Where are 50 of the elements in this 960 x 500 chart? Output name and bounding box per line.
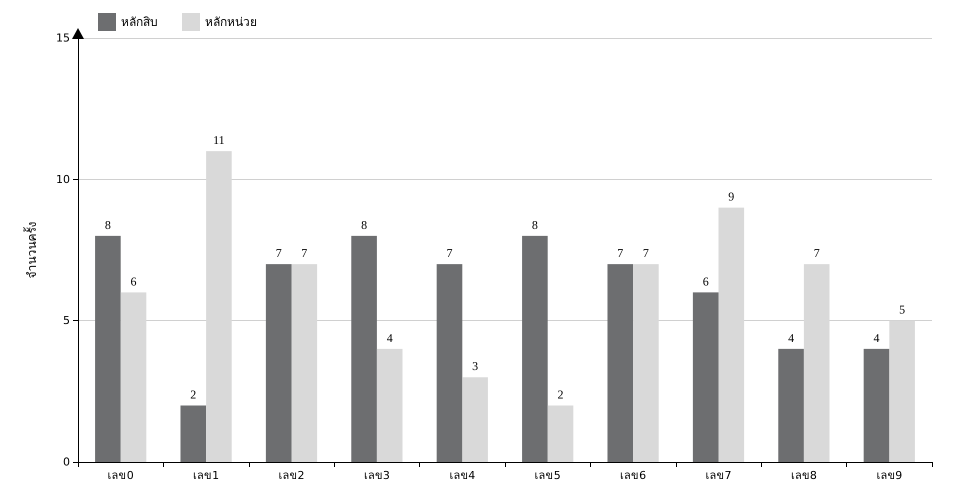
bar [95,236,121,462]
legend-label: หลักหน่วย [205,15,257,29]
bar [522,236,548,462]
data-label: 9 [728,190,734,204]
data-label: 11 [213,133,225,148]
data-label: 4 [788,330,794,345]
x-tick-label: เลข7 [706,469,732,482]
bar [692,292,718,462]
bar [266,264,292,462]
data-label: 7 [446,246,452,260]
y-tick-label: 5 [63,314,70,328]
data-label: 8 [104,218,111,232]
y-tick-label: 15 [56,32,70,44]
data-label: 2 [190,387,196,402]
x-tick-label: เลข3 [364,469,390,482]
data-label: 7 [814,246,820,260]
bar [376,348,403,462]
x-tick-label: เลข6 [620,469,646,482]
x-tick-label: เลข0 [108,469,134,482]
legend-label: หลักสิบ [121,15,158,29]
data-label: 7 [617,246,624,260]
y-tick-label: 10 [56,172,70,186]
data-label: 6 [702,274,709,288]
x-tick-label: เลข8 [790,469,817,482]
x-tick-label: เลข1 [193,469,220,482]
data-label: 7 [276,246,282,260]
bar [462,377,488,462]
data-label: 2 [558,387,564,402]
data-label: 7 [642,246,649,260]
data-label: 8 [361,218,368,232]
data-label: 7 [301,246,308,260]
y-tick-label: 0 [63,456,70,468]
x-tick-label: เลข5 [534,469,561,482]
y-axis-title: จำนวนครั้ง [23,222,39,278]
x-tick-label: เลข2 [278,469,304,482]
bar [351,236,377,462]
data-label: 4 [386,330,393,345]
bar [607,264,634,462]
bar [180,405,206,462]
x-tick-label: เลข9 [876,469,902,482]
bar [864,348,890,462]
data-label: 8 [532,218,538,232]
bar [548,405,574,462]
bar [436,264,462,462]
data-label: 5 [899,302,906,317]
data-label: 6 [130,274,137,288]
data-label: 3 [472,359,478,374]
bar [778,348,804,462]
data-label: 4 [873,330,880,345]
x-tick-label: เลข4 [449,469,476,482]
